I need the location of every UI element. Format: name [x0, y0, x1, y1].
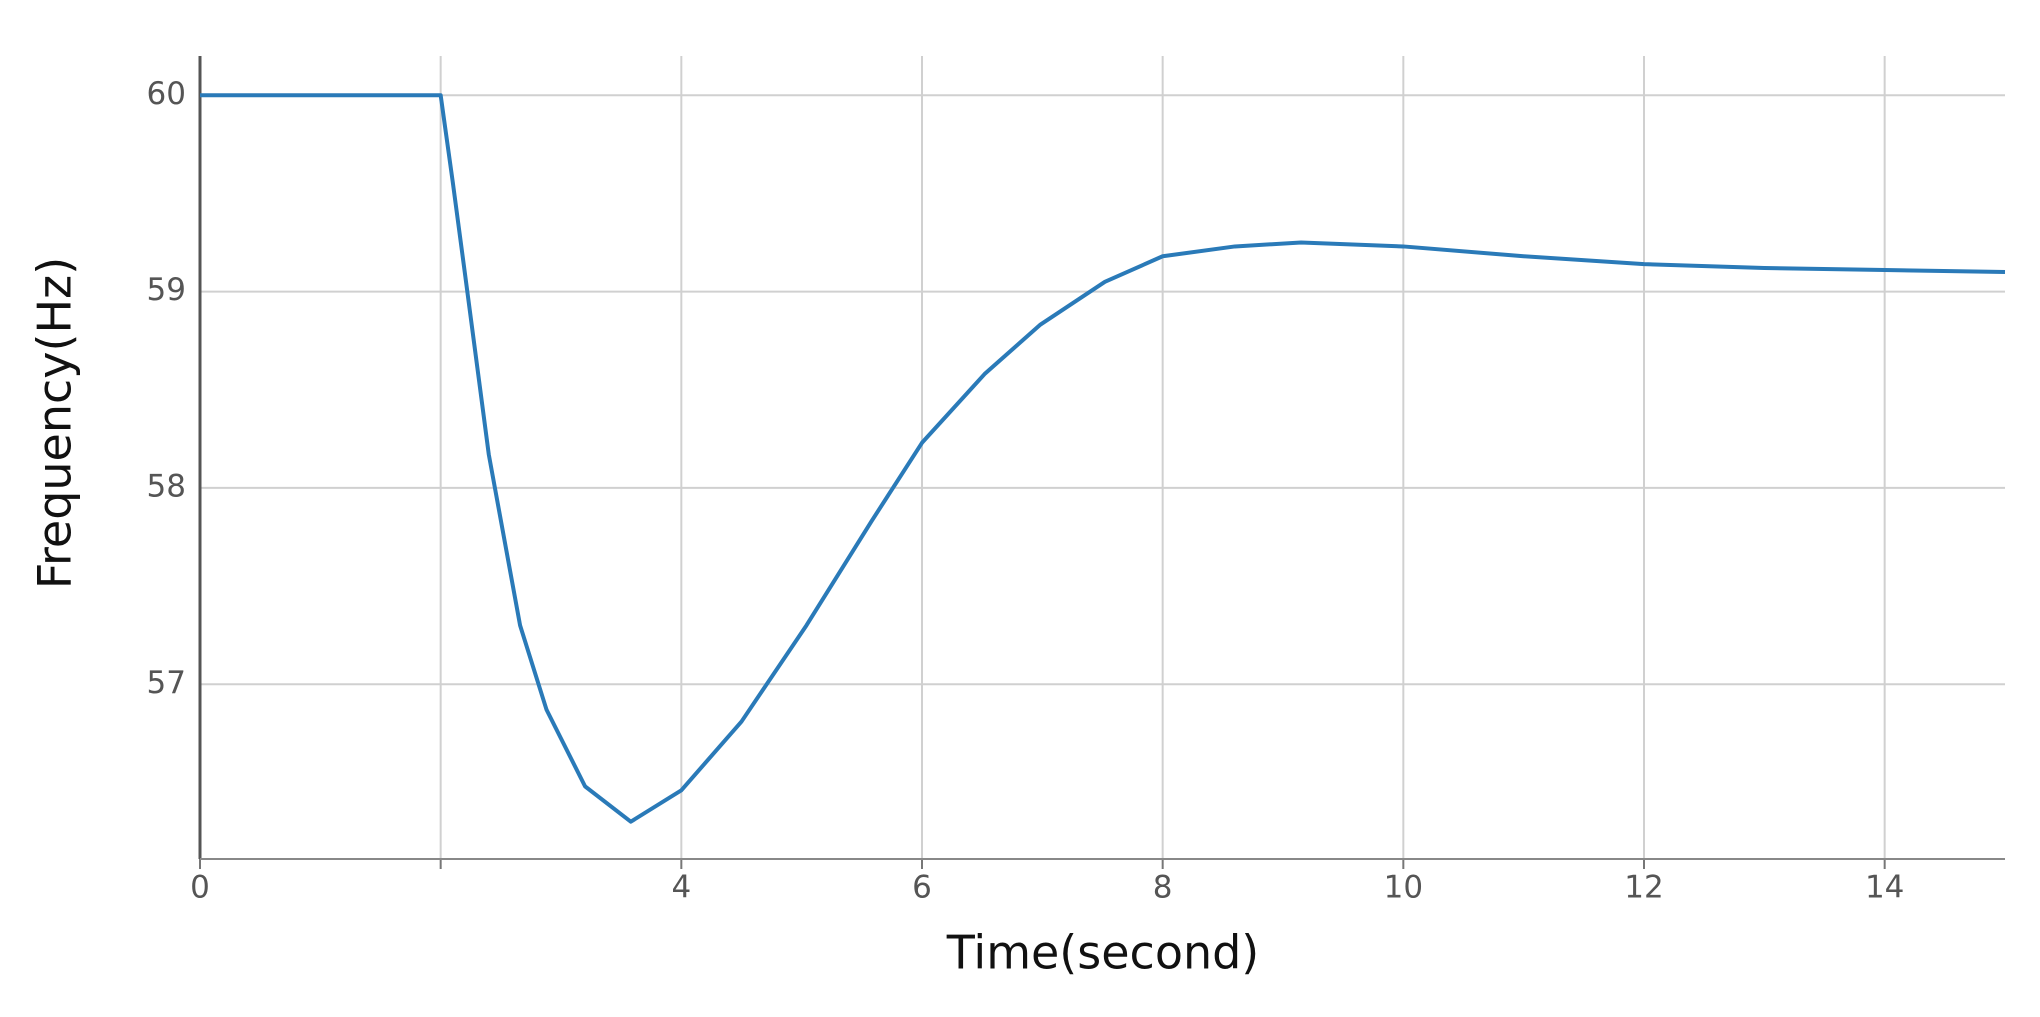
line: [200, 93, 2006, 824]
y-tick-label: 57: [147, 665, 186, 701]
x-tick-label: 8: [1153, 870, 1173, 906]
y-tick-label: 59: [147, 272, 186, 308]
x-tick-label: 4: [671, 870, 691, 906]
y-tick-label: 60: [147, 76, 186, 112]
x-tick-label: 6: [912, 870, 932, 906]
x-tick-label: 0: [190, 870, 210, 906]
x-tick-label: 14: [1865, 870, 1904, 906]
x-tick-label: 10: [1384, 870, 1423, 906]
y-axis-title: Frequency(Hz): [28, 257, 82, 589]
y-tick-label: 58: [147, 468, 186, 504]
x-axis-title: Time(second): [946, 926, 1260, 980]
x-tick-label: 12: [1624, 870, 1663, 906]
